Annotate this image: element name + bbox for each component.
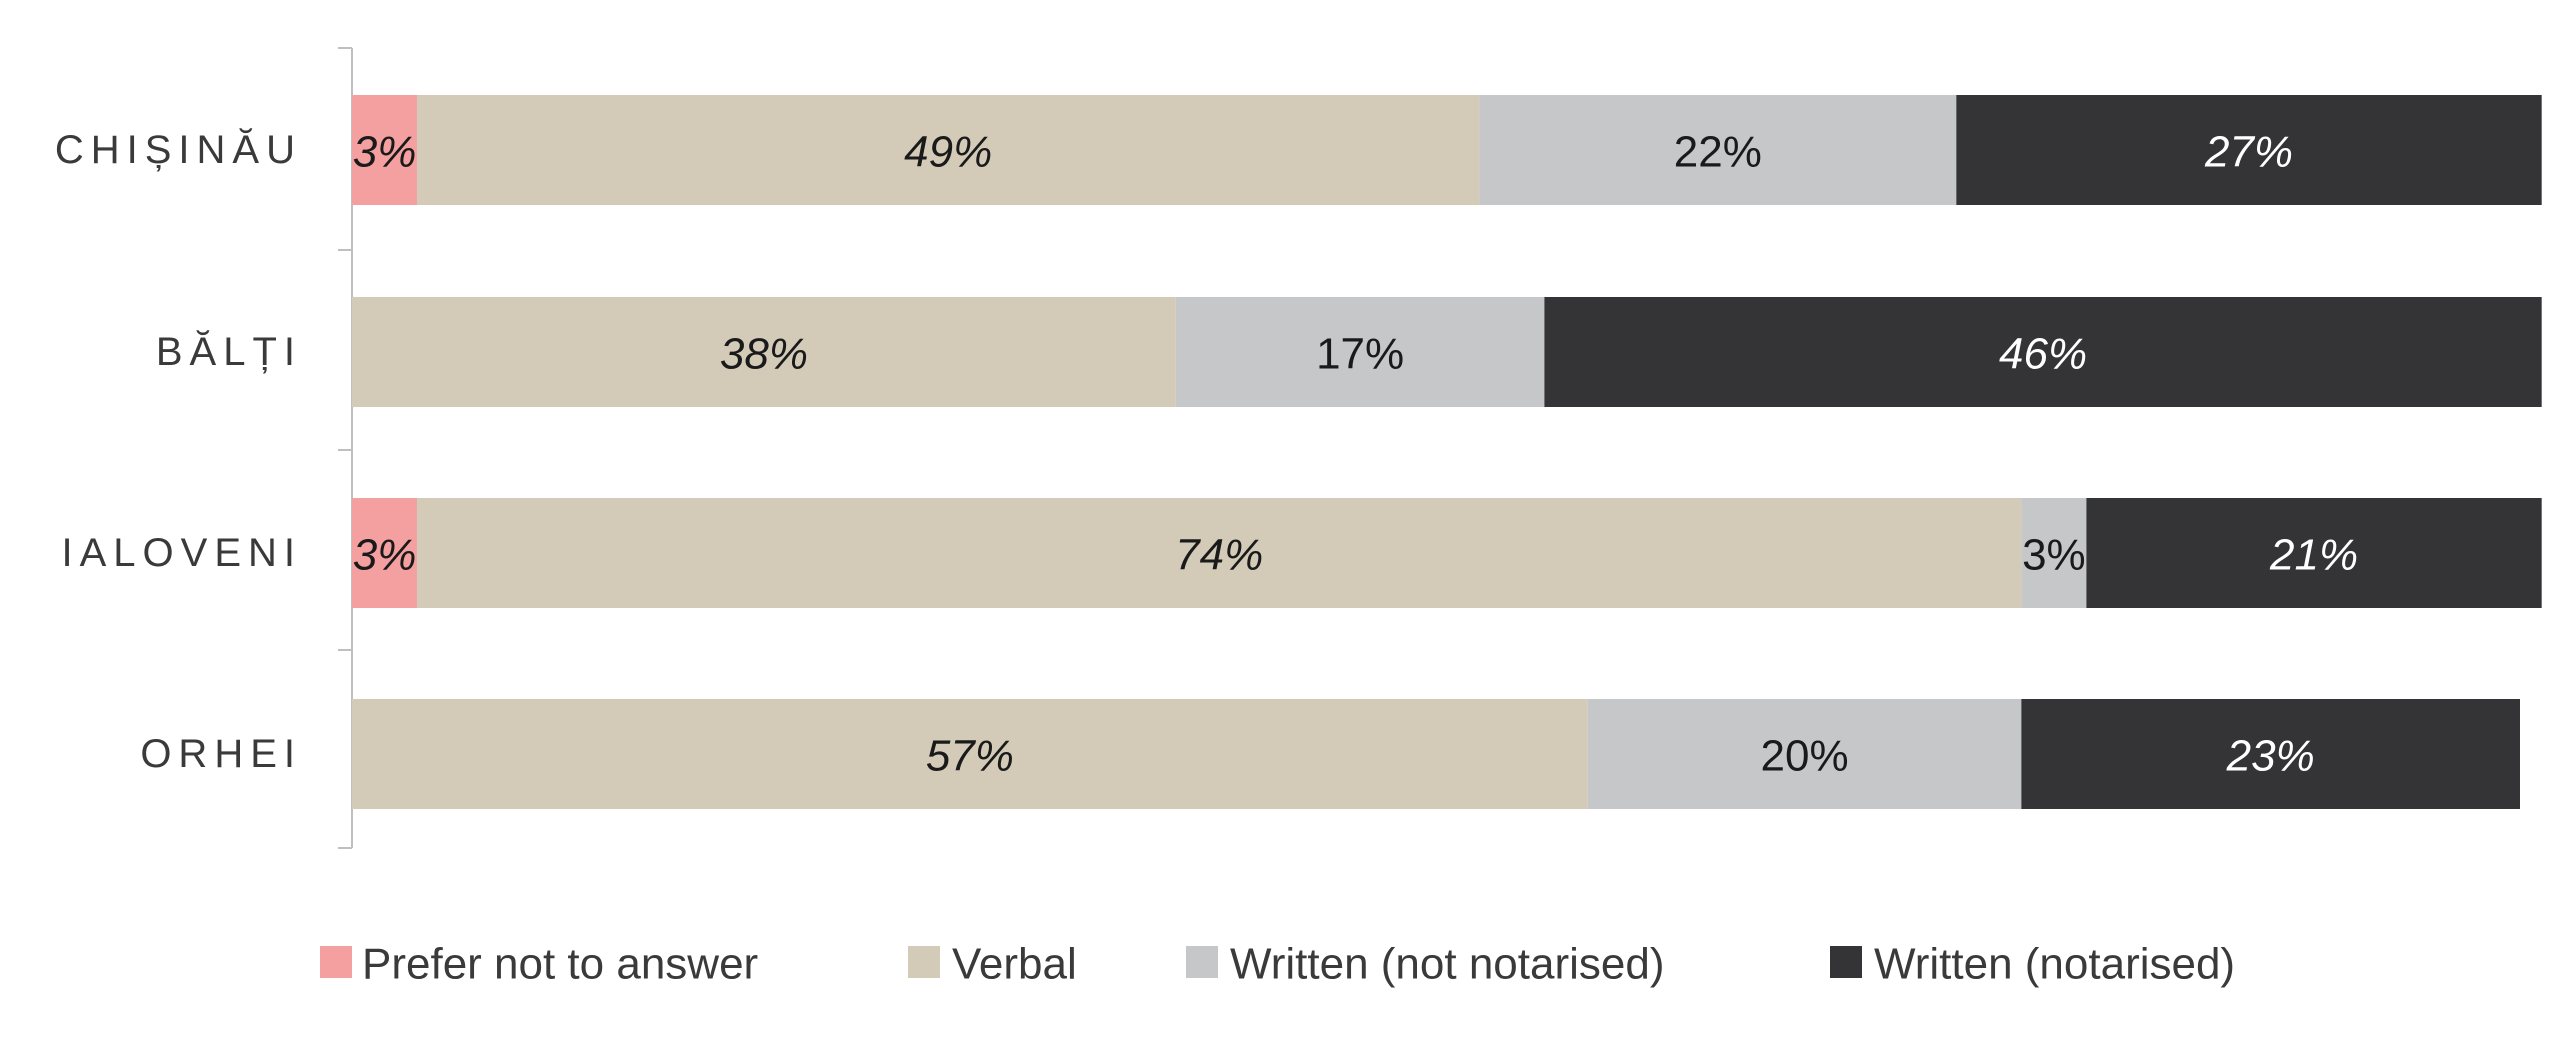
category-axis [338,47,353,849]
data-label: 21% [2269,531,2358,580]
legend-item: Written (not notarised) [1186,940,1664,989]
bar-segment [352,297,1176,407]
data-labels-group: 3% 49% 22% 27% 38% 17% 46% 3% 74% 3% 21% 57% 20% 23% [353,128,2358,781]
bar-segment [2021,699,2520,809]
legend-swatch [1186,946,1218,978]
bar-segment [417,498,2022,608]
category-label: IALOVENI [61,531,302,575]
data-label: 57% [926,732,1014,781]
legend-label: Written (not notarised) [1230,940,1664,989]
bars-group [352,95,2542,809]
bar-segment [1479,95,1957,205]
bar-segment [352,498,418,608]
bar-segment [1587,699,2022,809]
data-label: 38% [720,330,808,379]
data-label: 23% [2226,732,2315,781]
bar-segment [417,95,1480,205]
data-label: 17% [1316,330,1404,379]
category-label: CHIȘINĂU [55,127,302,172]
legend-label: Written (notarised) [1874,940,2235,989]
category-label: BĂLȚI [156,329,302,374]
category-label: ORHEI [140,732,302,776]
data-label: 20% [1761,732,1849,781]
bar-segment [352,95,418,205]
bar-segment [1175,297,1545,407]
data-label: 3% [353,531,417,580]
legend-swatch [320,946,352,978]
data-label: 22% [1674,128,1762,177]
legend-item: Prefer not to answer [320,940,758,989]
bar-segment [2021,498,2087,608]
data-label: 3% [353,128,417,177]
category-labels-group: CHIȘINĂU BĂLȚI IALOVENI ORHEI [55,127,302,776]
bar-segment [1956,95,2542,205]
data-label: 49% [904,128,992,177]
data-label: 3% [2022,531,2086,580]
bar-segment [352,699,1588,809]
legend-label: Prefer not to answer [362,940,758,989]
data-label: 46% [1999,330,2087,379]
data-label: 74% [1175,531,1263,580]
bar-segment [1544,297,2542,407]
legend-swatch [908,946,940,978]
data-label: 27% [2204,128,2293,177]
legend-swatch [1830,946,1862,978]
legend: Prefer not to answer Verbal Written (not n… [320,940,2235,989]
legend-item: Verbal [908,940,1077,989]
legend-item: Written (notarised) [1830,940,2235,989]
legend-label: Verbal [952,940,1077,989]
bar-segment [2086,498,2542,608]
